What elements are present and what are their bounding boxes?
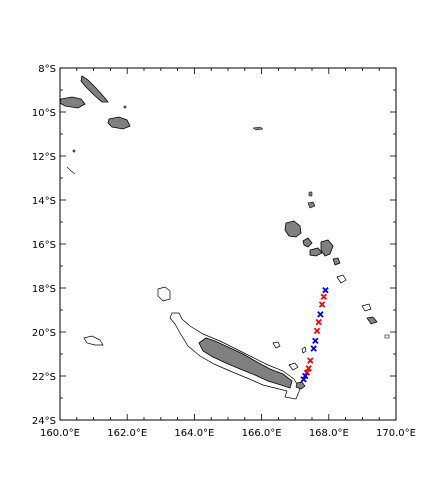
y-tick-label: 8°S: [38, 64, 56, 75]
axis-ticks: [59, 67, 397, 421]
red-x-marker: [318, 301, 326, 308]
small-island-a: [123, 105, 127, 109]
y-tick-label: 12°S: [32, 152, 56, 163]
vanuatu-tanna: [332, 257, 341, 266]
blue-x-marker: [310, 345, 317, 352]
y-tick-label: 24°S: [32, 416, 56, 427]
blue-x-marker: [300, 376, 307, 383]
small-island-d: [66, 166, 76, 175]
red-x-marker: [305, 365, 312, 372]
reef-west: [83, 335, 104, 346]
y-tick-label: 16°S: [32, 240, 56, 251]
red-x-marker: [303, 369, 311, 376]
reef-east-a: [361, 303, 372, 312]
vanuatu-erromango: [336, 274, 347, 284]
blue-x-marker: [312, 337, 319, 345]
loyalty-island-mare: [301, 346, 307, 354]
x-tick-label: 170.0°E: [376, 428, 416, 439]
vanuatu-banks: [307, 201, 316, 209]
solomon-santa-isabel: [59, 96, 86, 109]
y-tick-label: 22°S: [32, 372, 56, 383]
vanuatu-espiritu-santo: [284, 220, 302, 238]
loyalty-island-ouvea: [272, 341, 281, 349]
blue-x-marker: [302, 372, 309, 380]
reef-east-b: [366, 316, 378, 325]
new-caledonia-reef-outline: [169, 312, 301, 400]
axis-labels: 160.0°E 162.0°E 164.0°E 166.0°E 168.0°E 170.0…: [32, 64, 416, 439]
small-island-b: [252, 126, 264, 131]
y-tick-label: 14°S: [32, 196, 56, 207]
red-x-marker: [313, 327, 321, 335]
solomon-choiseul: [80, 75, 109, 103]
x-tick-label: 168.0°E: [309, 428, 349, 439]
reef-east-c: [384, 334, 390, 339]
loyalty-island-lifou: [288, 362, 299, 371]
red-x-marker: [307, 357, 314, 364]
x-tick-label: 166.0°E: [242, 428, 282, 439]
red-x-marker: [315, 318, 322, 326]
red-x-marker: [320, 293, 327, 301]
vanuatu-torres: [308, 191, 313, 197]
marker-layer: [300, 286, 329, 383]
x-tick-label: 164.0°E: [174, 428, 214, 439]
x-tick-label: 162.0°E: [107, 428, 147, 439]
y-tick-label: 20°S: [32, 328, 56, 339]
reef-northwest: [157, 286, 171, 302]
y-tick-label: 10°S: [32, 108, 56, 119]
blue-x-marker: [322, 286, 329, 294]
solomon-guadalcanal: [107, 116, 131, 130]
vanuatu-malekula: [302, 237, 313, 248]
vanuatu-ambrym: [320, 239, 334, 257]
land-layer: [59, 75, 390, 400]
isle-of-pines: [295, 381, 306, 390]
vanuatu-efate: [309, 247, 323, 257]
new-caledonia-main-island: [198, 337, 293, 389]
small-island-c: [72, 149, 76, 153]
x-tick-label: 160.0°E: [40, 428, 80, 439]
y-tick-label: 18°S: [32, 284, 56, 295]
blue-x-marker: [317, 311, 324, 318]
